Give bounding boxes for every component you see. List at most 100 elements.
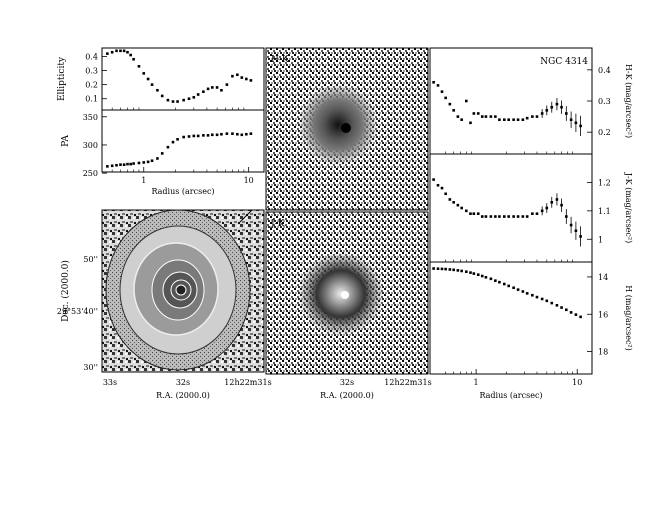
jk-map-panel: J-K 32s 12h22m31s R.A. (2000.0) <box>265 211 432 400</box>
data-point <box>531 212 534 215</box>
data-point <box>150 159 154 163</box>
x-tick-label: 1 <box>141 176 146 185</box>
data-point <box>122 49 126 53</box>
contour-y-label: Dec. (2000.0) <box>60 260 71 322</box>
data-point <box>160 152 164 155</box>
data-point <box>502 215 506 218</box>
data-point <box>480 274 484 278</box>
data-point <box>535 295 539 299</box>
data-point <box>182 135 185 139</box>
data-point <box>249 79 253 82</box>
jk-map-nucleus <box>341 291 349 299</box>
data-point <box>210 133 214 137</box>
y-tick-label: 0.1 <box>85 95 98 104</box>
contour-x-tick: 32s <box>176 378 190 387</box>
jk-map-label: J-K <box>270 219 285 229</box>
data-point <box>129 53 132 57</box>
data-point <box>569 311 573 314</box>
data-point <box>192 96 196 99</box>
data-point <box>166 98 170 102</box>
data-point <box>240 76 244 79</box>
data-point <box>176 100 179 103</box>
data-point <box>210 86 214 89</box>
y-tick-label: 0.3 <box>598 97 611 106</box>
h-profile-points <box>432 267 582 374</box>
data-point <box>555 304 559 307</box>
data-point <box>476 273 480 276</box>
contour-x-ticks: 33s 32s 12h22m31s <box>103 378 272 387</box>
ellipticity-points <box>106 49 253 110</box>
data-point <box>452 268 455 272</box>
y-tick-label: 0.3 <box>85 67 98 76</box>
y-tick-label: 1 <box>598 235 603 244</box>
data-point <box>245 132 248 136</box>
data-point <box>436 267 440 271</box>
pa-x-ticks: 1 10 <box>141 167 254 185</box>
data-point <box>460 206 463 210</box>
y-tick-label: 0.4 <box>598 66 611 75</box>
data-point <box>146 160 150 164</box>
data-point <box>448 268 452 271</box>
data-point <box>182 98 185 102</box>
data-point <box>516 118 520 122</box>
x-tick-label: 1 <box>474 378 479 387</box>
data-point <box>525 292 529 295</box>
data-point <box>531 293 534 297</box>
data-point <box>166 145 170 149</box>
data-point <box>196 134 200 138</box>
data-point <box>535 212 539 215</box>
data-point <box>494 115 497 118</box>
data-point <box>498 118 501 122</box>
data-point <box>132 162 135 165</box>
y-tick-label: 0.2 <box>598 128 611 137</box>
data-point <box>444 267 447 271</box>
data-point <box>540 112 544 115</box>
h-profile-x-ticks: 1 10 <box>474 369 582 387</box>
data-point <box>160 94 164 98</box>
data-point <box>137 161 141 165</box>
pa-x-label: Radius (arcsec) <box>151 187 214 196</box>
data-point <box>502 282 506 286</box>
hk-map-nucleus <box>341 123 351 133</box>
x-tick-label: 10 <box>244 176 254 185</box>
data-point <box>220 132 223 136</box>
data-point <box>560 105 563 109</box>
contour-y-ticks: 50'' 29°53'40'' 30'' <box>57 255 98 372</box>
data-point <box>469 271 472 274</box>
y-tick-label: 300 <box>83 141 98 150</box>
data-point <box>146 77 150 81</box>
data-point <box>512 215 515 218</box>
hk-profile-points <box>432 80 582 154</box>
data-point <box>521 215 525 218</box>
data-point <box>249 132 253 135</box>
data-point <box>535 115 539 118</box>
data-point <box>525 215 529 218</box>
data-point <box>507 118 510 122</box>
data-point <box>206 87 210 91</box>
hk-profile-y-ticks: 0.4 0.3 0.2 <box>587 66 611 137</box>
data-point <box>565 308 568 312</box>
data-point <box>119 49 122 53</box>
data-point <box>110 50 114 54</box>
data-point <box>565 215 568 218</box>
data-point <box>472 212 476 215</box>
hk-profile-y-label: H-K (mag/arcsec²) <box>624 64 633 138</box>
data-point <box>460 269 463 273</box>
data-point <box>469 212 472 215</box>
data-point <box>202 90 205 93</box>
jk-profile-frame <box>429 153 593 263</box>
data-point <box>472 272 476 275</box>
hk-profile-frame <box>429 47 593 155</box>
y-tick-label: 1.2 <box>598 178 611 187</box>
contour-6 <box>170 279 192 301</box>
data-point <box>494 279 497 282</box>
data-point <box>484 215 488 218</box>
data-point <box>122 163 126 166</box>
data-point <box>484 115 488 118</box>
data-point <box>440 90 444 93</box>
data-point <box>444 192 447 196</box>
data-point <box>456 203 460 207</box>
contour-mark-line <box>239 209 253 223</box>
data-point <box>521 118 525 122</box>
contour-x-tick: 12h22m31s <box>224 378 271 387</box>
